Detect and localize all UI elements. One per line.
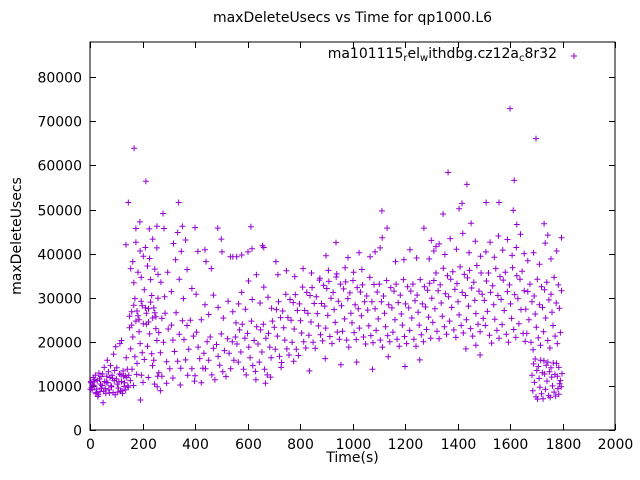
x-tick-label: 1400 [441, 437, 477, 453]
x-tick-label: 1800 [546, 437, 582, 453]
x-tick-label: 1200 [388, 437, 424, 453]
y-tick-label: 0 [73, 424, 82, 440]
x-tick-label: 1600 [493, 437, 529, 453]
legend-label: ma101115relwithdbg.cz12ac8r32 [327, 46, 557, 64]
x-axis-label: Time(s) [326, 450, 379, 466]
x-tick-label: 0 [86, 437, 95, 453]
y-tick-label: 20000 [37, 336, 82, 352]
x-tick-label: 1000 [336, 437, 372, 453]
data-point-markers [87, 105, 565, 406]
legend-marker-icon [571, 53, 577, 59]
legend-entry: ma101115relwithdbg.cz12ac8r32 [328, 46, 557, 64]
y-tick-label: 30000 [37, 292, 82, 308]
x-tick-label: 200 [130, 437, 157, 453]
y-tick-label: 80000 [37, 71, 82, 87]
x-tick-label: 800 [287, 437, 314, 453]
chart-title: maxDeleteUsecs vs Time for qp1000.L6 [212, 10, 493, 26]
x-tick-label: 600 [235, 437, 262, 453]
y-tick-label: 10000 [37, 380, 82, 396]
y-tick-label: 60000 [37, 159, 82, 175]
x-tick-label: 2000 [598, 437, 634, 453]
y-tick-label: 70000 [37, 115, 82, 131]
plot-border [89, 41, 616, 431]
y-tick-label: 40000 [37, 248, 82, 264]
y-tick-label: 50000 [37, 204, 82, 220]
x-tick-label: 400 [182, 437, 209, 453]
